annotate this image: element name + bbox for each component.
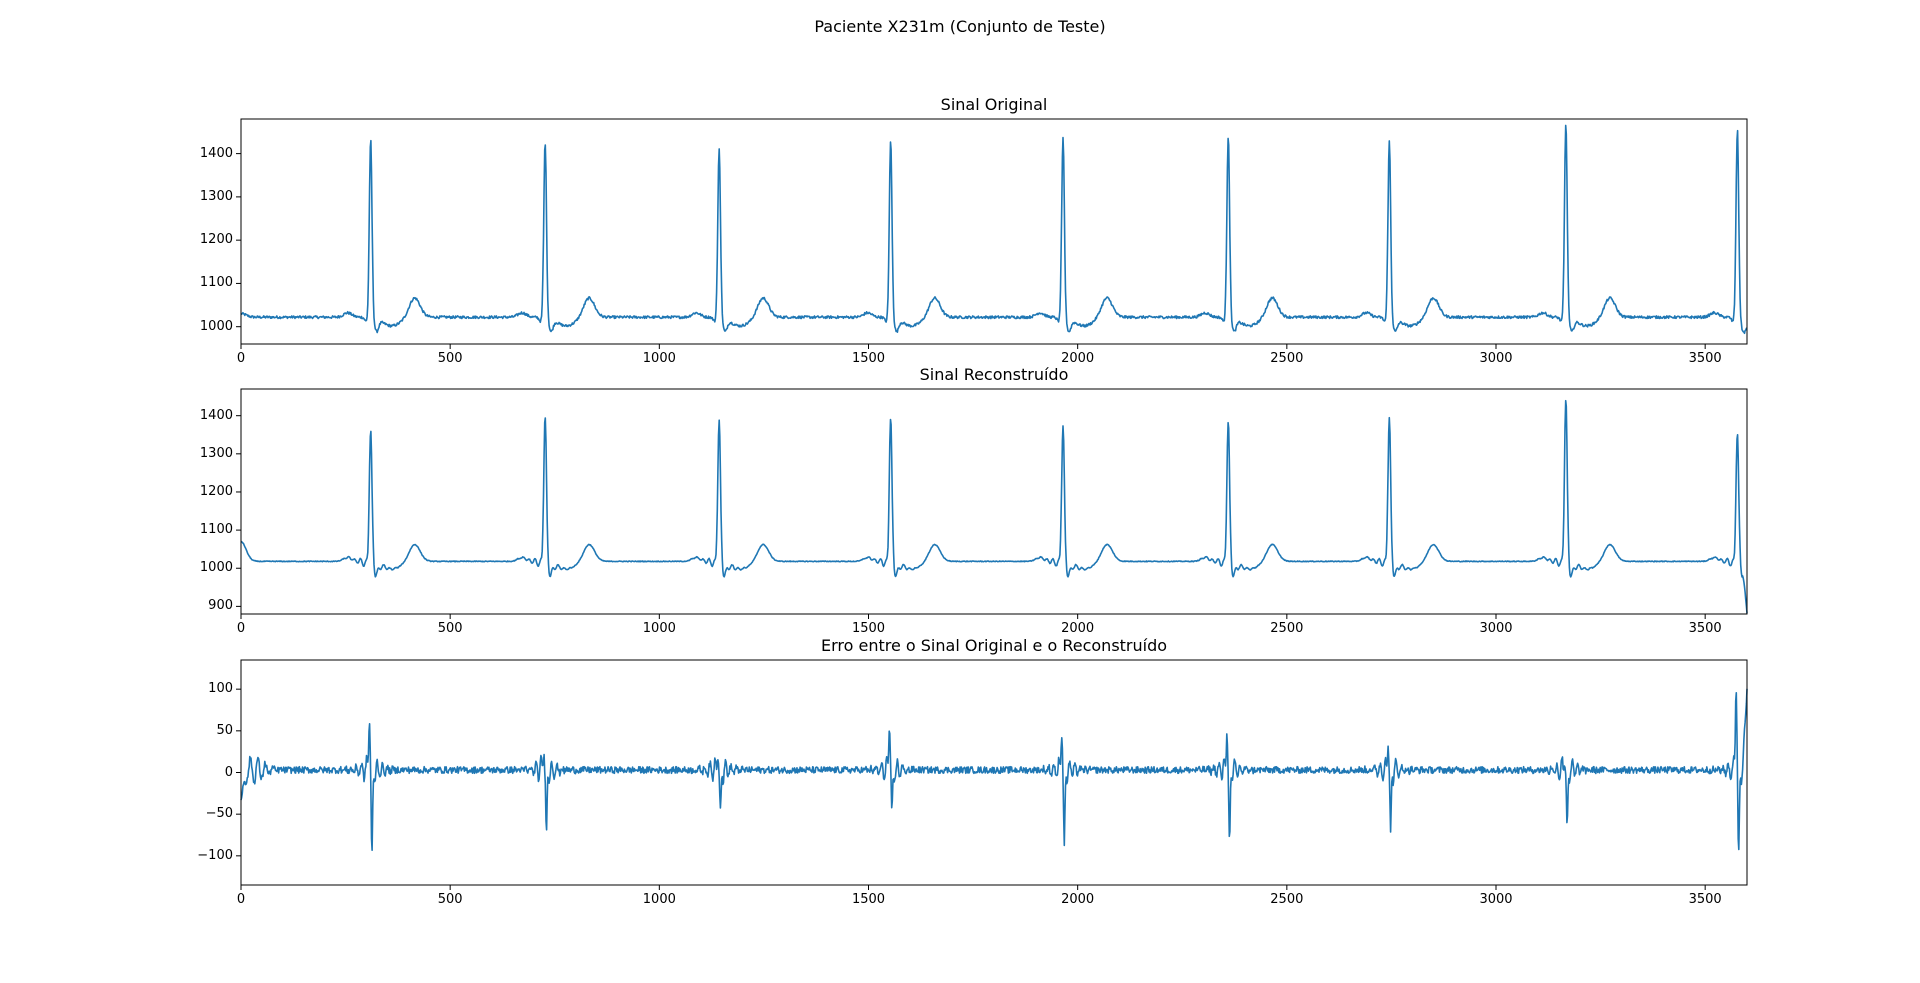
axes-frame	[240, 388, 1748, 615]
y-tick-label: 1300	[199, 445, 233, 461]
x-tick-label: 1000	[642, 621, 676, 636]
axes-frame	[240, 118, 1748, 345]
y-tick-label: 0	[224, 764, 233, 780]
x-tick-label: 1000	[642, 351, 676, 366]
subplot-2	[236, 388, 1748, 619]
subplot-3	[236, 659, 1748, 890]
axes-title: Sinal Original	[940, 95, 1048, 114]
x-tick-label: 0	[236, 621, 246, 636]
x-tick-label: 500	[437, 621, 463, 636]
y-tick-label: 1100	[199, 275, 233, 291]
y-tick-label: −50	[205, 806, 233, 822]
y-tick-label: 50	[216, 722, 233, 738]
x-tick-label: 1500	[851, 892, 886, 907]
x-tick-label: 500	[437, 351, 463, 366]
x-tick-label: 3000	[1479, 892, 1513, 907]
y-tick-label: 100	[208, 681, 233, 697]
x-tick-label: 1500	[851, 351, 886, 366]
x-tick-label: 1500	[851, 621, 886, 636]
y-tick-label: 1000	[199, 318, 233, 334]
x-tick-label: 500	[437, 892, 463, 907]
x-tick-label: 0	[236, 892, 246, 907]
x-tick-label: 2500	[1270, 621, 1304, 636]
series-line	[240, 688, 1748, 851]
y-tick-label: 1400	[199, 145, 233, 161]
y-tick-label: 1300	[199, 188, 233, 204]
x-tick-label: 2000	[1061, 892, 1095, 907]
axes-title: Erro entre o Sinal Original e o Reconstr…	[820, 636, 1168, 655]
subplot-1	[236, 118, 1748, 349]
y-tick-label: 1200	[199, 483, 233, 499]
series-line	[240, 124, 1748, 335]
y-tick-label: 1000	[199, 560, 233, 576]
series-line	[240, 399, 1748, 614]
x-tick-label: 2000	[1061, 621, 1095, 636]
x-tick-label: 0	[236, 351, 246, 366]
x-tick-label: 3500	[1688, 351, 1722, 366]
axes-title: Sinal Reconstruído	[919, 365, 1069, 384]
x-tick-label: 3000	[1479, 351, 1513, 366]
y-tick-label: 1100	[199, 522, 233, 538]
y-tick-label: 1200	[199, 232, 233, 248]
y-tick-label: −100	[197, 847, 233, 863]
y-tick-label: 1400	[199, 407, 233, 423]
x-tick-label: 3500	[1688, 892, 1722, 907]
x-tick-label: 3000	[1479, 621, 1513, 636]
x-tick-label: 2500	[1270, 351, 1304, 366]
y-tick-label: 900	[208, 598, 233, 614]
x-tick-label: 2000	[1061, 351, 1095, 366]
x-tick-label: 1000	[642, 892, 676, 907]
x-tick-label: 3500	[1688, 621, 1722, 636]
x-tick-label: 2500	[1270, 892, 1304, 907]
figure-suptitle: Paciente X231m (Conjunto de Teste)	[814, 17, 1106, 36]
